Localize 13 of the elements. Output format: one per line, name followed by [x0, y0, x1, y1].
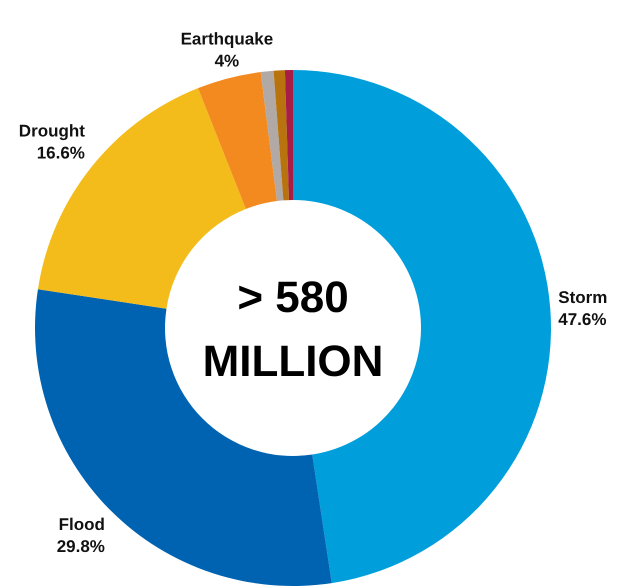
donut-slice	[274, 70, 289, 200]
text: > 580 MILLION	[202, 273, 384, 386]
slice-label: Flood	[58, 515, 105, 534]
donut-slice	[284, 70, 293, 200]
data-label: 47.6%	[558, 310, 606, 329]
donut-slice	[260, 70, 284, 202]
data-label: 4%	[214, 51, 240, 70]
data-label: 29.8%	[56, 537, 105, 556]
slice-label: Earthquake	[180, 29, 274, 48]
slice-label: Storm	[558, 288, 608, 307]
data-label: 16.6%	[36, 143, 85, 162]
donut-slice	[198, 72, 277, 209]
slice-label: Drought	[18, 121, 86, 140]
